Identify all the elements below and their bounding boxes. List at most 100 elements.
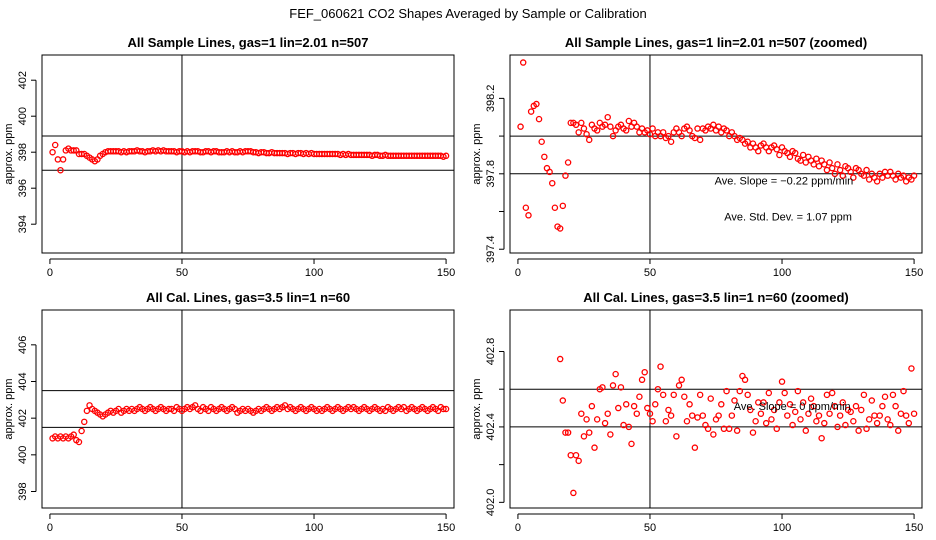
data-point [659,391,667,399]
data-point [667,138,675,145]
data-point [633,123,641,130]
data-point [57,166,64,174]
data-point [625,423,633,431]
data-point [723,387,730,395]
data-point [691,134,699,142]
data-point [570,489,577,497]
data-point [887,421,894,429]
chart-cal-lines-zoomed: All Cal. Lines, gas=3.5 lin=1 n=60 (zoom… [471,290,923,534]
data-point [786,401,794,408]
panel-cal-lines-zoomed: All Cal. Lines, gas=3.5 lin=1 n=60 (zoom… [468,285,936,540]
data-point [686,127,693,134]
data-point [741,376,749,384]
data-point [670,391,677,399]
y-tick-label: 404 [17,372,29,390]
data-point [852,402,860,410]
data-point [578,410,585,417]
data-point [588,402,596,410]
chart-sample-lines: All Sample Lines, gas=1 lin=2.01 n=507 0 5… [3,35,455,279]
y-axis-label: approx. ppm [3,378,15,439]
data-point [773,146,780,153]
data-point [765,389,773,397]
data-point [813,418,820,425]
x-tick-label: 0 [515,522,521,534]
x-tick-label: 150 [437,267,455,279]
y-tick-label: 402.8 [485,338,497,366]
data-point [826,159,833,166]
plot-frame [41,309,455,509]
data-point [762,419,770,427]
data-point [681,393,688,400]
data-point [828,164,836,172]
data-point [733,427,741,434]
data-point [873,178,881,185]
data-point [59,156,67,163]
data-point [860,391,868,399]
data-point [527,108,535,115]
data-point [731,397,738,404]
figure-title: FEF_060621 CO2 Shapes Averaged by Sample… [289,6,647,21]
data-point [694,125,701,132]
x-tick-label: 50 [644,267,656,279]
data-point [83,407,91,415]
data-point [694,414,701,421]
data-point [826,410,833,417]
data-point [665,132,672,140]
data-point [807,395,815,402]
data-point [633,410,641,417]
data-point [549,179,556,187]
data-point [617,384,625,391]
data-point [54,156,62,163]
data-point [541,153,548,161]
data-point [799,399,807,406]
data-point [821,161,828,168]
data-point [638,376,646,384]
data-point [863,425,870,433]
x-tick-label: 0 [515,267,521,279]
data-point [897,410,905,417]
data-point [834,423,841,431]
data-point [799,151,807,159]
data-point [881,393,889,400]
data-point [604,113,611,121]
data-point [823,166,831,174]
data-point [593,127,601,134]
data-point [810,161,817,168]
data-point [546,168,553,176]
data-point [662,418,670,425]
data-point [688,412,696,419]
panel-title: All Cal. Lines, gas=3.5 lin=1 n=60 (zoom… [583,290,849,305]
data-point [70,431,77,438]
data-point [728,412,736,419]
data-point [858,406,865,414]
data-point [784,412,791,419]
data-point [612,370,619,378]
data-point [805,410,812,417]
data-point [583,416,590,423]
data-point [802,427,810,434]
y-tick-label: 402 [17,409,29,427]
data-point [710,121,717,129]
data-point [675,382,683,389]
data-point [678,376,685,384]
data-point [652,401,659,408]
annotation: Ave. Slope = 0 ppm/min [734,401,851,413]
data-point [749,429,757,436]
panel-title: All Sample Lines, gas=1 lin=2.01 n=507 (… [565,35,867,50]
data-point [879,402,886,410]
data-point [718,401,725,408]
data-point [776,399,783,406]
y-axis-label: approx. ppm [471,123,483,184]
data-point [876,412,883,419]
data-point [836,412,844,419]
x-tick-label: 100 [773,522,791,534]
data-point [615,404,622,412]
data-point [604,410,611,417]
data-point [884,416,891,423]
y-tick-label: 402 [17,71,29,89]
data-point [440,405,447,413]
data-point [564,159,572,166]
data-point [683,418,691,425]
data-point [646,410,654,417]
